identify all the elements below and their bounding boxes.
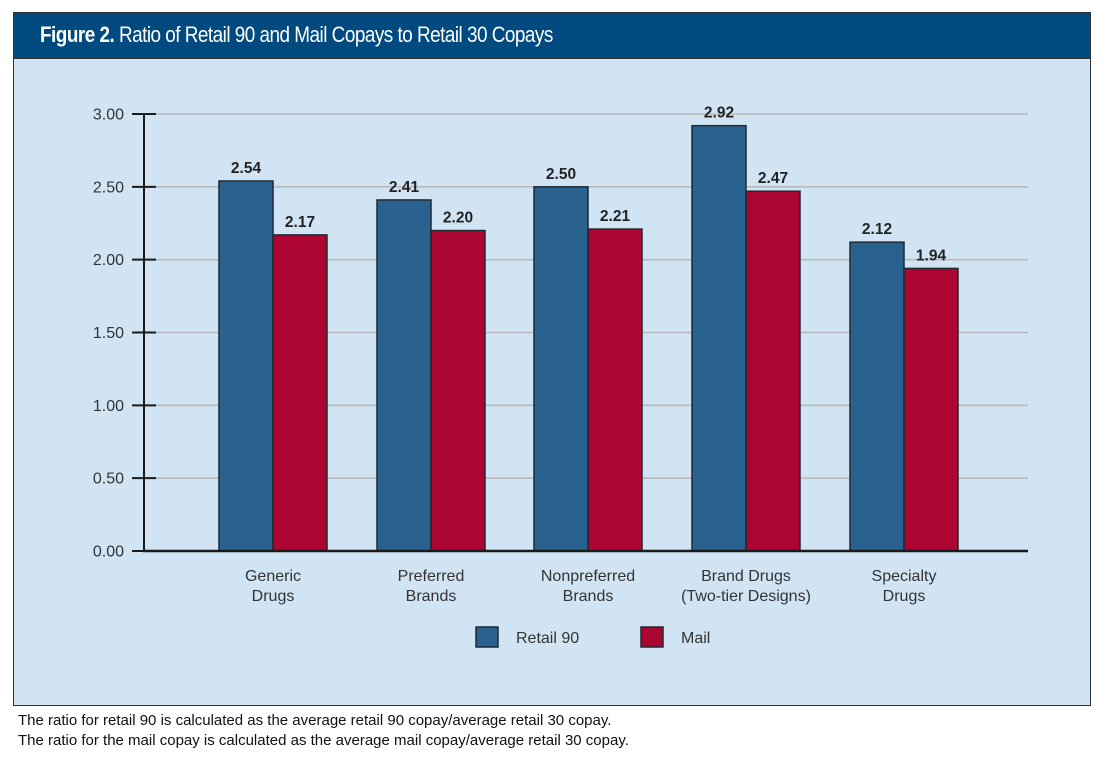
figure-header: Figure 2. Ratio of Retail 90 and Mail Co…	[14, 13, 1090, 59]
y-tick-label: 2.00	[93, 252, 124, 269]
bar-retail-90	[691, 124, 747, 552]
figure-title: Figure 2. Ratio of Retail 90 and Mail Co…	[40, 22, 553, 48]
x-category-label: Nonpreferred	[541, 568, 635, 585]
x-category-label: Brand Drugs	[701, 568, 791, 585]
bar-retail-90	[849, 241, 905, 552]
data-label: 2.92	[704, 105, 734, 122]
bar-retail-90	[218, 180, 274, 552]
bar-mail	[903, 267, 959, 552]
y-tick-label: 1.50	[93, 325, 124, 342]
data-label: 2.20	[443, 210, 473, 227]
y-tick-label: 0.50	[93, 471, 124, 488]
legend-label-retail-90: Retail 90	[516, 630, 579, 647]
x-category-label: Specialty	[872, 568, 937, 585]
y-tick-label: 2.50	[93, 179, 124, 196]
x-category-label: Drugs	[883, 588, 926, 605]
x-category-label: Brands	[563, 588, 614, 605]
y-tick-label: 0.00	[93, 544, 124, 561]
bar-mail	[745, 190, 801, 552]
bar-retail-90	[376, 199, 432, 552]
footnote-retail90: The ratio for retail 90 is calculated as…	[18, 712, 612, 729]
x-category-label: Preferred	[398, 568, 465, 585]
footnotes: The ratio for retail 90 is calculated as…	[18, 711, 629, 751]
x-category-label: Generic	[245, 568, 301, 585]
bar-mail	[587, 228, 643, 552]
figure-label: Figure 2.	[40, 22, 115, 47]
y-tick-label: 1.00	[93, 398, 124, 415]
data-label: 2.50	[546, 166, 576, 183]
x-category-label: (Two-tier Designs)	[681, 588, 811, 605]
data-label: 1.94	[916, 247, 947, 264]
footnote-mail: The ratio for the mail copay is calculat…	[18, 732, 629, 749]
data-label: 2.12	[862, 221, 892, 238]
bar-mail	[272, 234, 328, 552]
data-label: 2.17	[285, 214, 315, 231]
legend-swatch-mail	[640, 626, 664, 648]
figure-title-text: Ratio of Retail 90 and Mail Copays to Re…	[118, 22, 553, 47]
data-label: 2.54	[231, 160, 262, 177]
bar-mail	[430, 229, 486, 552]
data-label: 2.21	[600, 208, 631, 225]
data-label: 2.41	[389, 179, 420, 196]
bar-retail-90	[533, 186, 589, 552]
data-label: 2.47	[758, 170, 788, 187]
legend-label-mail: Mail	[681, 630, 710, 647]
x-category-label: Drugs	[252, 588, 295, 605]
y-tick-label: 3.00	[93, 107, 124, 124]
legend-swatch-retail-90	[475, 626, 499, 648]
x-category-label: Brands	[406, 588, 457, 605]
